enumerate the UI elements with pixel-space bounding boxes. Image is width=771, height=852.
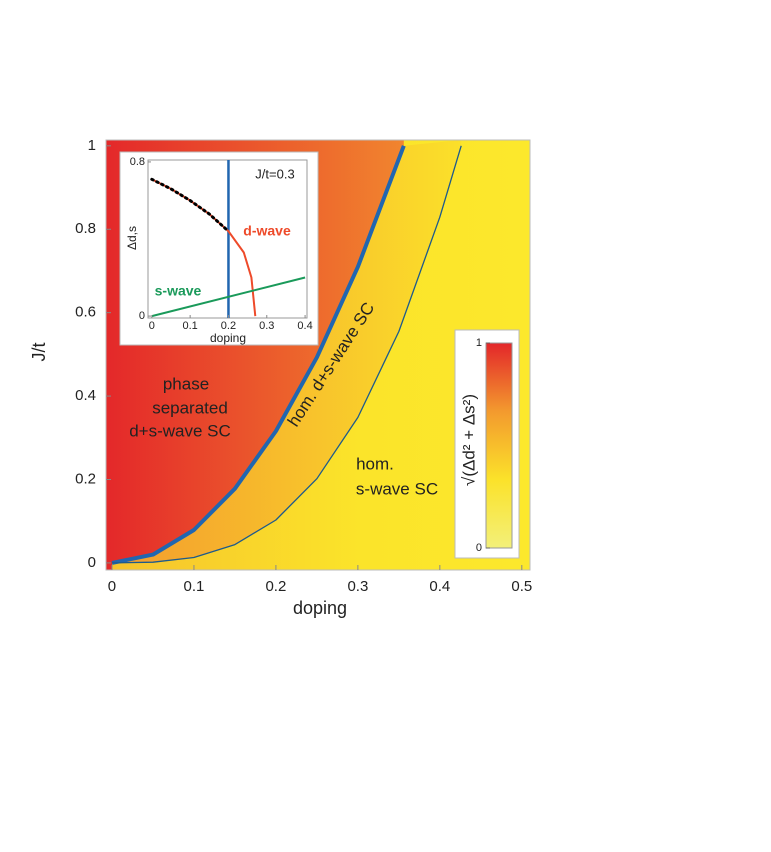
plot-frame bbox=[105, 139, 531, 571]
y-tick-label: 0.6 bbox=[75, 304, 96, 321]
inset-x-tick-label: 0.4 bbox=[297, 320, 312, 332]
x-tick-label: 0.5 bbox=[511, 578, 532, 595]
annotation: s-wave SC bbox=[356, 479, 438, 498]
curve bbox=[111, 145, 462, 564]
region-between bbox=[106, 140, 462, 570]
y-axis-label: J/t bbox=[29, 342, 49, 361]
series-label: d-wave bbox=[243, 223, 291, 239]
y-tick-label: 0.8 bbox=[75, 220, 96, 237]
inset-annotation: J/t=0.3 bbox=[255, 166, 294, 181]
annotation: hom. bbox=[356, 454, 394, 473]
inset-x-axis-label: doping bbox=[210, 331, 246, 345]
x-tick-label: 0.4 bbox=[429, 578, 450, 595]
y-tick-label: 1 bbox=[88, 137, 96, 154]
colorbar-tick-label: 0 bbox=[476, 542, 482, 554]
inset-x-tick-label: 0.2 bbox=[221, 320, 236, 332]
x-axis-label: doping bbox=[293, 598, 347, 618]
y-tick-label: 0 bbox=[88, 554, 96, 571]
colorbar-tick-label: 1 bbox=[476, 337, 482, 349]
inset-y-tick-label: 0.8 bbox=[130, 156, 145, 168]
annotation: phase bbox=[163, 374, 209, 393]
inset-curve bbox=[151, 276, 306, 318]
x-tick-label: 0.2 bbox=[265, 578, 286, 595]
inset-y-tick-label: 0 bbox=[139, 310, 145, 322]
curve bbox=[111, 145, 406, 565]
inset-x-tick-label: 0.1 bbox=[182, 320, 197, 332]
inset-box bbox=[119, 151, 319, 346]
annotation: separated bbox=[152, 398, 228, 417]
x-tick-label: 0 bbox=[108, 578, 116, 595]
annotation: d+s-wave SC bbox=[129, 421, 231, 440]
colorbar-label: √(Δd² + Δs²) bbox=[459, 394, 478, 486]
x-tick-label: 0.3 bbox=[347, 578, 368, 595]
inset-y-axis-label: Δd,s bbox=[125, 226, 139, 250]
y-tick-label: 0.2 bbox=[75, 470, 96, 487]
series-label: s-wave bbox=[155, 283, 202, 299]
inset-curve bbox=[151, 178, 257, 317]
inset-x-tick-label: 0 bbox=[149, 320, 155, 332]
colorbar bbox=[485, 342, 513, 549]
inset-curve bbox=[150, 177, 230, 233]
x-tick-label: 0.1 bbox=[184, 578, 205, 595]
y-tick-label: 0.4 bbox=[75, 387, 96, 404]
inset-x-tick-label: 0.3 bbox=[259, 320, 274, 332]
